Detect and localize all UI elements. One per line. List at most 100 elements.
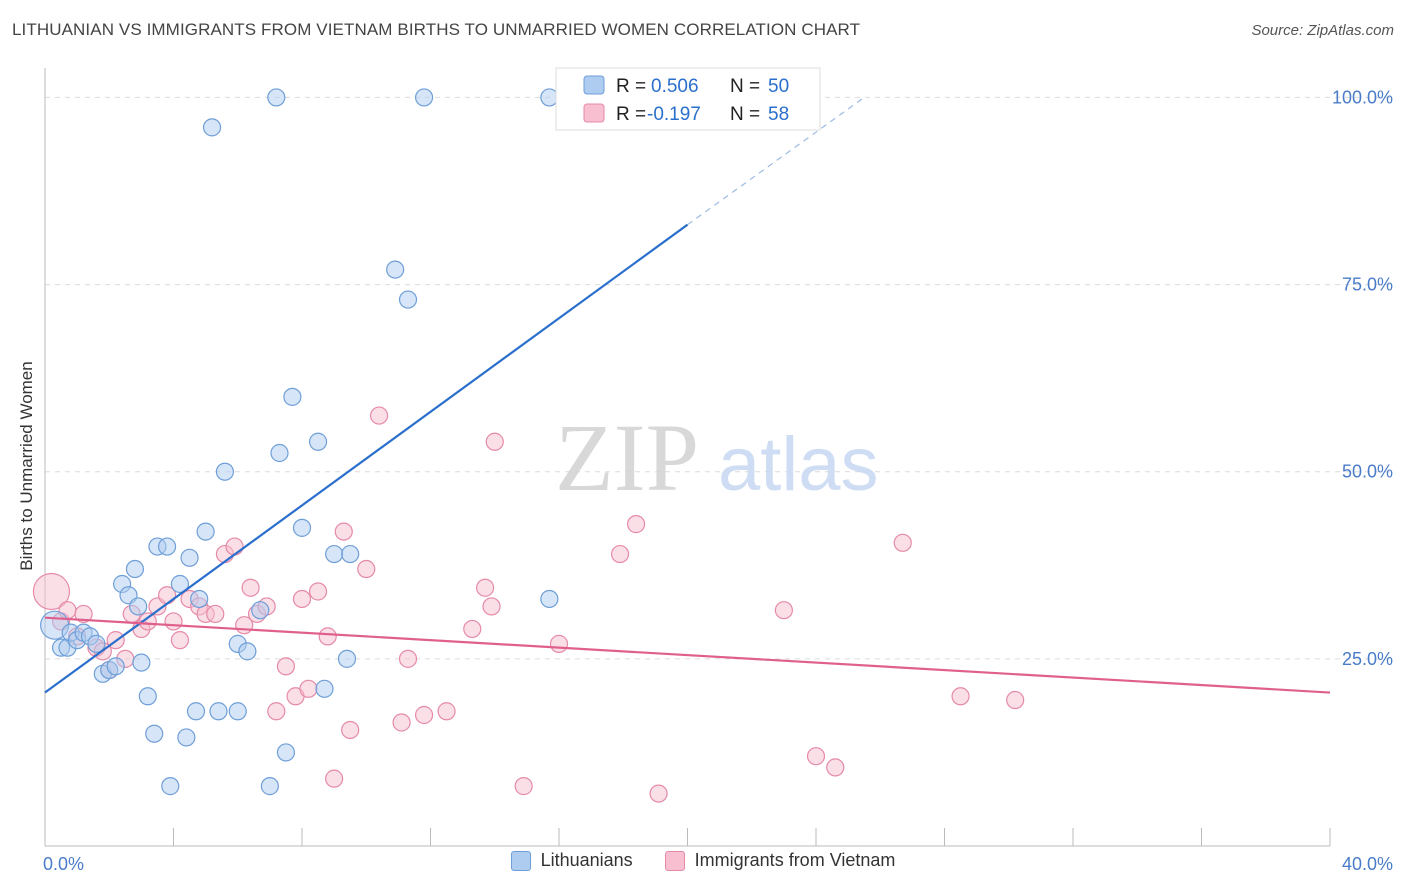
legend-item-lithuanians: Lithuanians (510, 850, 633, 871)
lithuanian-point (308, 432, 328, 451)
y-axis-label: Births to Unmarried Women (17, 361, 36, 570)
lithuanian-point (540, 88, 559, 107)
vietnam-point (649, 784, 668, 803)
lithuanian-point (106, 657, 125, 676)
legend-swatch-blue (510, 850, 531, 871)
vietnam-point (476, 578, 495, 597)
legend-swatch-pink (664, 850, 685, 871)
lithuanian-point (202, 118, 222, 137)
y-tick-label: 25.0% (1342, 649, 1393, 669)
gridlines (45, 96, 1390, 660)
vietnam-point (951, 687, 970, 706)
lithuanian-point (228, 702, 247, 721)
legend-label-lithuanians: Lithuanians (540, 850, 633, 870)
lithuanian-point (270, 443, 289, 463)
vietnam-point (549, 634, 569, 653)
tick-labels: 25.0% 50.0% 75.0% 100.0% 0.0% 40.0% (43, 87, 1393, 874)
lithuanian-point (125, 559, 145, 579)
lithuanian-point (276, 743, 296, 762)
y-tick-label: 75.0% (1342, 275, 1393, 295)
vietnam-point (893, 533, 912, 552)
lithuanian-point (325, 544, 344, 564)
legend-n-label-1: N = (730, 76, 760, 97)
watermark-atlas: atlas (718, 422, 879, 507)
legend-n-label-2: N = (730, 104, 760, 125)
trendlines (44, 96, 1331, 694)
legend-label-vietnam: Immigrants from Vietnam (694, 850, 896, 870)
lithuanian-point (283, 387, 302, 406)
lithuanian-point (341, 544, 360, 564)
x-tick-label: 0.0% (43, 854, 84, 874)
vietnam-point (292, 589, 312, 609)
lithuanian-point (161, 777, 180, 796)
legend-swatch-vietnam (583, 103, 605, 123)
vietnam-point (74, 604, 93, 624)
vietnam-point (414, 705, 434, 725)
lithuanian-point (238, 642, 257, 661)
vietnam-point (826, 758, 845, 777)
vietnam-point (138, 612, 157, 631)
y-tick-label: 100.0% (1332, 87, 1393, 107)
series-lithuanians (40, 88, 559, 796)
vietnam-point (308, 582, 328, 601)
chart-title: LITHUANIAN VS IMMIGRANTS FROM VIETNAM BI… (12, 20, 861, 39)
vietnam-point (774, 601, 793, 620)
vietnam-point (370, 406, 389, 425)
source-label: Source: ZipAtlas.com (1251, 22, 1394, 39)
watermark: ZIP atlas (555, 404, 879, 511)
vietnam-point (437, 702, 456, 721)
vietnam-point (341, 720, 360, 740)
vietnam-point (164, 612, 183, 631)
legend-item-vietnam: Immigrants from Vietnam (664, 850, 896, 871)
lithuanian-point (337, 649, 357, 668)
x-tick-label: 40.0% (1342, 854, 1393, 874)
lithuanian-point (215, 462, 234, 481)
lithuanian-point (209, 702, 228, 721)
legend-n-value-1: 50 (768, 76, 789, 97)
legend-r-value-2: -0.197 (647, 104, 701, 125)
lithuanian-point (180, 548, 199, 567)
lithuanian-point (138, 687, 157, 706)
vietnam-point (610, 544, 630, 564)
lithuanian-point (170, 574, 190, 594)
vietnam-point (334, 522, 353, 541)
vietnam-point (325, 769, 344, 788)
stats-legend: R = 0.506 N = 50 R = -0.197 N = 58 (555, 67, 821, 131)
trendline-lithuanians (44, 223, 689, 694)
lithuanian-point (315, 679, 334, 698)
vietnam-point (267, 702, 286, 721)
trendline-lithuanians-extension (687, 96, 865, 226)
trendline-vietnam (44, 616, 1331, 694)
lithuanian-point (540, 589, 559, 609)
lithuanian-point (292, 518, 312, 537)
lithuanian-point (186, 702, 206, 721)
lithuanian-point (129, 597, 148, 616)
lithuanian-point (251, 601, 270, 620)
vietnam-point (485, 432, 504, 451)
lithuanian-point (386, 260, 405, 279)
watermark-zip: ZIP (555, 404, 699, 511)
vietnam-point (206, 604, 225, 624)
lithuanian-point (87, 634, 106, 653)
lithuanian-point (267, 88, 286, 107)
lithuanian-point (145, 724, 164, 743)
vietnam-point (806, 747, 826, 766)
vietnam-point (299, 679, 318, 698)
lithuanian-point (190, 589, 209, 609)
legend-n-value-2: 58 (768, 104, 789, 125)
lithuanian-point (177, 728, 196, 747)
legend-r-label-1: R = (616, 76, 646, 97)
vietnam-point (357, 559, 376, 579)
lithuanian-point (157, 537, 177, 556)
vietnam-point (170, 631, 190, 650)
lithuanian-point (260, 777, 279, 796)
axes (44, 68, 1331, 847)
lithuanian-point (132, 653, 151, 672)
vietnam-point (482, 597, 501, 616)
vietnam-point (32, 572, 71, 611)
vietnam-point (318, 627, 337, 646)
vietnam-point (225, 537, 244, 556)
lithuanian-point (196, 522, 215, 541)
lithuanian-point (414, 88, 434, 107)
